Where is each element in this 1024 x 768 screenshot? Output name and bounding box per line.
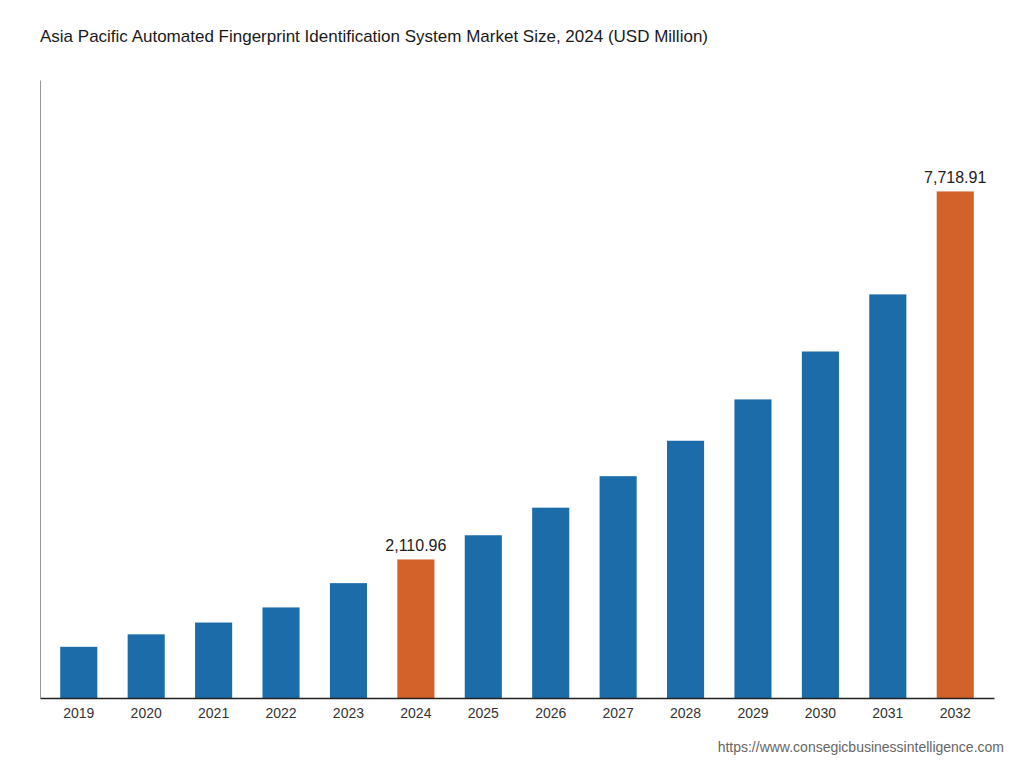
x-tick: 2023 [333, 705, 364, 721]
x-tick: 2019 [63, 705, 94, 721]
x-tick-label: 2030 [805, 705, 836, 721]
y-axis-line [40, 81, 41, 699]
x-tick: 2020 [131, 705, 162, 721]
x-tick-label: 2028 [670, 705, 701, 721]
x-tick-label: 2025 [468, 705, 499, 721]
bar [128, 634, 165, 698]
x-tick: 2021 [198, 705, 229, 721]
x-tick-label: 2029 [737, 705, 768, 721]
x-tick: 2026 [535, 705, 566, 721]
x-tick-label: 2026 [535, 705, 566, 721]
bar [330, 583, 367, 698]
bar [465, 535, 502, 698]
x-tick: 2029 [737, 705, 768, 721]
bar [802, 351, 839, 698]
bar [600, 476, 637, 698]
x-tick-label: 2031 [872, 705, 903, 721]
bar [937, 191, 974, 698]
x-tick: 2030 [805, 705, 836, 721]
x-tick-label: 2019 [63, 705, 94, 721]
chart: Asia Pacific Automated Fingerprint Ident… [0, 0, 1024, 768]
data-label: 2,110.96 [385, 537, 446, 554]
title: Asia Pacific Automated Fingerprint Ident… [40, 27, 708, 46]
x-axis: 2019 2020 2021 2022 2023 2024 2025 2026 2027 2028… [41, 699, 995, 721]
data-labels: 2,110.96 7,718.91 [385, 169, 986, 554]
bar [734, 399, 771, 698]
x-tick: 2022 [265, 705, 296, 721]
x-tick-label: 2027 [603, 705, 634, 721]
x-tick: 2025 [468, 705, 499, 721]
x-tick: 2028 [670, 705, 701, 721]
x-tick-label: 2023 [333, 705, 364, 721]
x-tick: 2031 [872, 705, 903, 721]
bar [667, 441, 704, 698]
x-tick-label: 2021 [198, 705, 229, 721]
x-tick-label: 2022 [265, 705, 296, 721]
y-axis [40, 81, 41, 699]
x-tick: 2032 [940, 705, 971, 721]
bar [532, 508, 569, 698]
x-tick: 2024 [400, 705, 431, 721]
annotation: https://www.consegicbusinessintelligence… [718, 739, 1004, 755]
bar [869, 294, 906, 698]
x-tick: 2027 [603, 705, 634, 721]
x-tick-label: 2032 [940, 705, 971, 721]
bars [60, 191, 974, 698]
bar [195, 623, 232, 698]
x-axis-line [41, 698, 995, 700]
bar [262, 607, 299, 698]
bar [60, 647, 97, 698]
bar [397, 559, 434, 698]
x-tick-label: 2020 [131, 705, 162, 721]
plot: 2019 2020 2021 2022 2023 2024 2025 2026 2027 2028… [41, 81, 995, 721]
x-tick-label: 2024 [400, 705, 431, 721]
data-label: 7,718.91 [924, 169, 986, 186]
